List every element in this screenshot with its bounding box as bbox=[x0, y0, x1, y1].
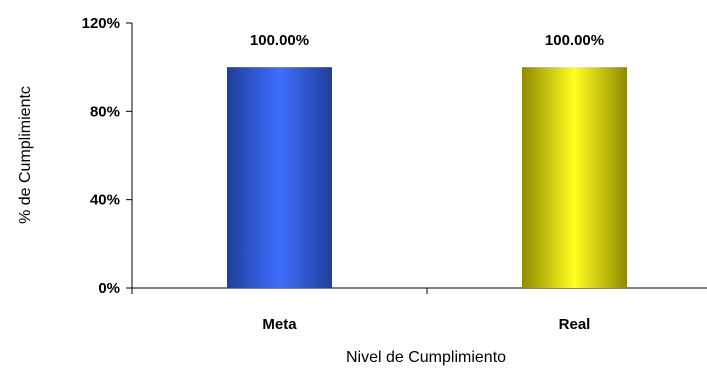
bars bbox=[227, 67, 627, 289]
y-tick-label: 0% bbox=[98, 280, 120, 297]
x-axis: Meta Real bbox=[131, 287, 707, 333]
y-tick-label: 40% bbox=[90, 192, 120, 209]
y-tick-label: 80% bbox=[90, 103, 120, 120]
y-tick-label: 120% bbox=[82, 15, 120, 32]
y-axis: 0% 40% 80% 120% bbox=[82, 15, 133, 297]
data-label: 100.00% bbox=[545, 32, 604, 49]
bar-real bbox=[522, 67, 627, 289]
category-label: Meta bbox=[262, 316, 297, 333]
data-label: 100.00% bbox=[250, 32, 309, 49]
bar-meta bbox=[227, 67, 332, 289]
category-label: Real bbox=[559, 316, 591, 333]
y-axis-title: % de Cumplimientc bbox=[17, 86, 34, 224]
data-labels: 100.00% 100.00% bbox=[250, 32, 604, 49]
x-axis-title: Nivel de Cumplimiento bbox=[346, 349, 506, 366]
